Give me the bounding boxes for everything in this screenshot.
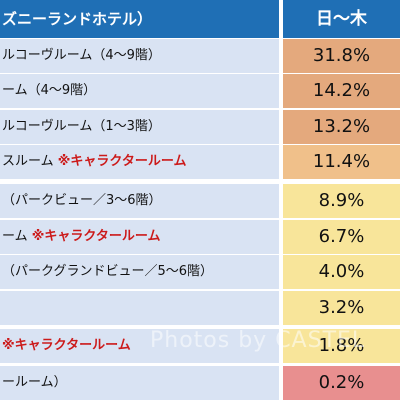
table-row: （パークビュー／3〜6階） 8.9% bbox=[0, 184, 400, 218]
room-label: ーム ※キャラクタールーム bbox=[0, 220, 279, 254]
room-label: ルコーヴルーム（1〜3階） bbox=[0, 110, 279, 144]
table-row: （パークグランドビュー／5〜6階） 4.0% bbox=[0, 255, 400, 289]
occupancy-value: 3.2% bbox=[283, 291, 400, 325]
room-label: ールーム） bbox=[0, 366, 279, 400]
table-row: ルコーヴルーム（4〜9階） 31.8% bbox=[0, 39, 400, 73]
occupancy-value: 31.8% bbox=[283, 39, 400, 73]
occupancy-value: 11.4% bbox=[283, 145, 400, 179]
table-row: スルーム ※キャラクタールーム 11.4% bbox=[0, 145, 400, 179]
occupancy-value: 1.8% bbox=[283, 329, 400, 363]
occupancy-value: 6.7% bbox=[283, 220, 400, 254]
table-row: ールーム） 0.2% bbox=[0, 366, 400, 400]
table-row: ルコーヴルーム（1〜3階） 13.2% bbox=[0, 110, 400, 144]
column-header-hotel: ズニーランドホテル） bbox=[0, 0, 279, 38]
room-label: ※キャラクタールーム bbox=[0, 329, 279, 363]
occupancy-value: 8.9% bbox=[283, 184, 400, 218]
table-row: ※キャラクタールーム 1.8% bbox=[0, 329, 400, 363]
table-row: ーム ※キャラクタールーム 6.7% bbox=[0, 220, 400, 254]
room-label: （パークグランドビュー／5〜6階） bbox=[0, 255, 279, 289]
table-row: ーム（4〜9階） 14.2% bbox=[0, 74, 400, 108]
room-label: スルーム ※キャラクタールーム bbox=[0, 145, 279, 179]
occupancy-value: 14.2% bbox=[283, 74, 400, 108]
room-label: ーム（4〜9階） bbox=[0, 74, 279, 108]
room-label: ルコーヴルーム（4〜9階） bbox=[0, 39, 279, 73]
room-label: （パークビュー／3〜6階） bbox=[0, 184, 279, 218]
occupancy-value: 4.0% bbox=[283, 255, 400, 289]
room-label bbox=[0, 291, 279, 325]
table-row: 3.2% bbox=[0, 291, 400, 325]
occupancy-value: 0.2% bbox=[283, 366, 400, 400]
occupancy-value: 13.2% bbox=[283, 110, 400, 144]
column-header-weekday: 日〜木 bbox=[283, 0, 400, 38]
